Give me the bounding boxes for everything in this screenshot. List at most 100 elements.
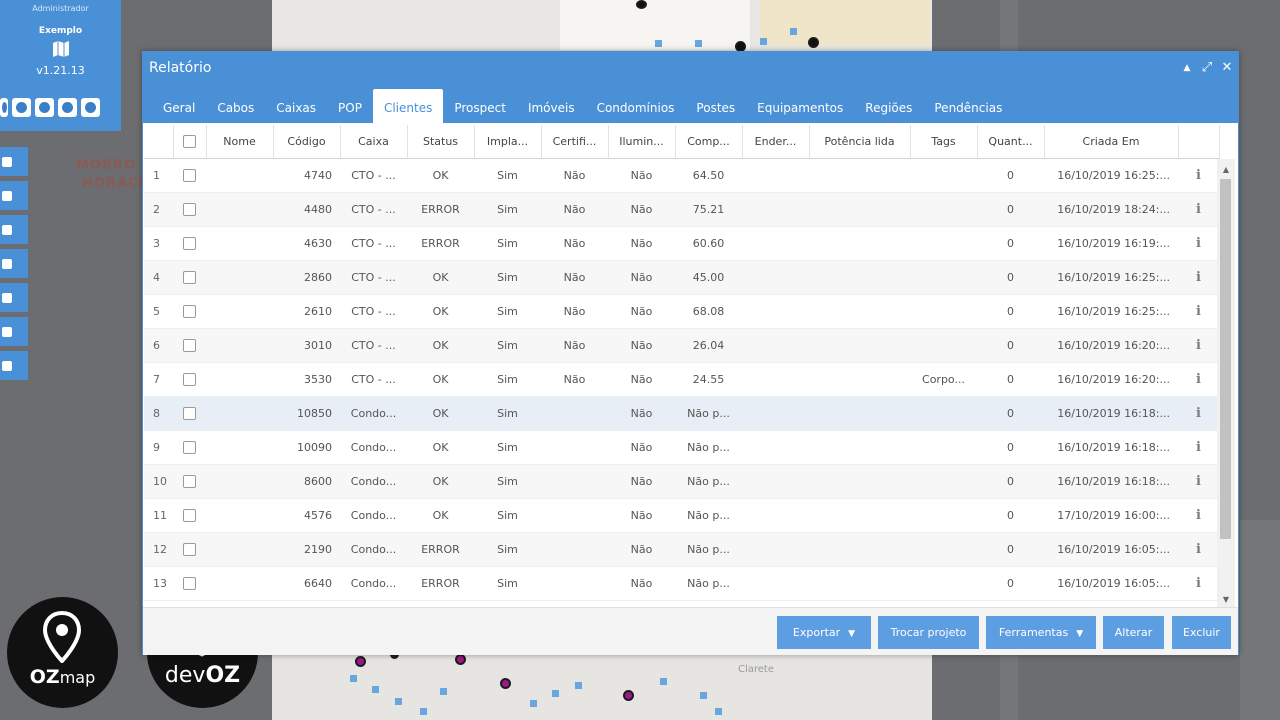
tab-pendências[interactable]: Pendências xyxy=(934,101,1003,115)
table-row[interactable]: 7 3530 CTO - ... OK Sim Não Não 24.55 Corpo... 0 1… xyxy=(144,362,1219,397)
table-row[interactable]: 4 2860 CTO - ... OK Sim Não Não 45.00 0 16/10/201… xyxy=(144,260,1219,295)
table-row[interactable]: 8 10850 Condo... OK Sim Não Não p... 0 16/10/201… xyxy=(144,396,1219,431)
scroll-down-icon[interactable]: ▼ xyxy=(1222,595,1230,604)
tab-pop[interactable]: POP xyxy=(338,101,362,115)
table-scrollbar[interactable]: ▲ ▼ xyxy=(1217,159,1235,607)
info-icon[interactable]: i xyxy=(1196,201,1201,217)
tab-postes[interactable]: Postes xyxy=(696,101,736,115)
column-header[interactable]: Ilumin... xyxy=(608,125,676,159)
tab-condomínios[interactable]: Condomínios xyxy=(596,101,675,115)
scroll-thumb[interactable] xyxy=(1220,179,1231,539)
info-icon[interactable]: i xyxy=(1196,337,1201,353)
column-header[interactable]: Quant... xyxy=(977,125,1045,159)
table-row[interactable]: 3 4630 CTO - ... ERROR Sim Não Não 60.60 0 16/10/… xyxy=(144,226,1219,261)
table-row[interactable]: 13 6640 Condo... ERROR Sim Não Não p... 0 16/10/… xyxy=(144,566,1219,601)
column-header[interactable]: Comp... xyxy=(675,125,743,159)
column-header[interactable]: Certifi... xyxy=(541,125,609,159)
map-marker[interactable] xyxy=(808,37,819,48)
map-marker[interactable] xyxy=(455,654,466,665)
map-marker[interactable] xyxy=(623,690,634,701)
row-checkbox[interactable] xyxy=(183,440,196,454)
row-checkbox[interactable] xyxy=(183,542,196,556)
info-icon[interactable]: i xyxy=(1196,439,1201,455)
refresh-icon[interactable] xyxy=(0,98,8,117)
column-header[interactable]: Criada Em xyxy=(1044,125,1179,159)
project-name[interactable]: Exemplo xyxy=(38,26,83,36)
info-icon[interactable]: i xyxy=(1196,405,1201,421)
column-header[interactable]: Status xyxy=(407,125,475,159)
select-all-checkbox[interactable] xyxy=(183,135,196,148)
row-checkbox[interactable] xyxy=(183,338,196,352)
map-icon[interactable] xyxy=(52,40,70,58)
info-icon[interactable]: i xyxy=(1196,167,1201,183)
table-row[interactable]: 9 10090 Condo... OK Sim Não Não p... 0 16/10/201… xyxy=(144,430,1219,465)
table-row[interactable]: 11 4576 Condo... OK Sim Não Não p... 0 17/10/201… xyxy=(144,498,1219,533)
logout-icon[interactable] xyxy=(81,98,100,117)
table-row[interactable]: 1 4740 CTO - ... OK Sim Não Não 64.50 0 16/10/201… xyxy=(144,158,1219,193)
column-header[interactable] xyxy=(144,125,174,159)
tab-clientes[interactable]: Clientes xyxy=(372,89,444,123)
edit-button[interactable]: Alterar xyxy=(1103,616,1164,649)
menu-icon[interactable] xyxy=(0,181,28,210)
tools-button[interactable]: Ferramentas ▼ xyxy=(986,616,1096,649)
truck-icon[interactable] xyxy=(0,317,28,346)
info-icon[interactable]: i xyxy=(1196,473,1201,489)
row-checkbox[interactable] xyxy=(183,202,196,216)
table-row[interactable]: 2 4480 CTO - ... ERROR Sim Não Não 75.21 0 16/10/… xyxy=(144,192,1219,227)
row-checkbox[interactable] xyxy=(183,304,196,318)
row-checkbox[interactable] xyxy=(183,270,196,284)
column-header[interactable]: Impla... xyxy=(474,125,542,159)
table-row[interactable]: 12 2190 Condo... ERROR Sim Não Não p... 0 16/10/… xyxy=(144,532,1219,567)
table-row[interactable]: 5 2610 CTO - ... OK Sim Não Não 68.08 0 16/10/201… xyxy=(144,294,1219,329)
row-checkbox[interactable] xyxy=(183,168,196,182)
help-icon[interactable] xyxy=(35,98,54,117)
tab-caixas[interactable]: Caixas xyxy=(276,101,317,115)
info-icon[interactable]: i xyxy=(1196,371,1201,387)
minimize-icon[interactable]: ▲ xyxy=(1183,63,1191,73)
tab-imóveis[interactable]: Imóveis xyxy=(527,101,575,115)
column-header[interactable]: Potência lida xyxy=(809,125,911,159)
export-button[interactable]: Exportar ▼ xyxy=(777,616,871,649)
row-checkbox[interactable] xyxy=(183,508,196,522)
switch-project-button[interactable]: Trocar projeto xyxy=(878,616,979,649)
tab-prospect[interactable]: Prospect xyxy=(454,101,506,115)
column-header[interactable]: Tags xyxy=(910,125,978,159)
row-checkbox[interactable] xyxy=(183,372,196,386)
tab-regiões[interactable]: Regiões xyxy=(865,101,913,115)
delete-button[interactable]: Excluir xyxy=(1172,616,1231,649)
layers-icon[interactable] xyxy=(0,215,28,244)
map-marker[interactable] xyxy=(636,0,647,9)
table-row[interactable]: 10 8600 Condo... OK Sim Não Não p... 0 16/10/201… xyxy=(144,464,1219,499)
table-row[interactable]: 6 3010 CTO - ... OK Sim Não Não 26.04 0 16/10/201… xyxy=(144,328,1219,363)
info-icon[interactable]: i xyxy=(1196,541,1201,557)
column-header[interactable]: Código xyxy=(273,125,341,159)
select-all-checkbox-cell[interactable] xyxy=(173,125,207,159)
row-checkbox[interactable] xyxy=(183,576,196,590)
expand-icon[interactable]: ⤢ xyxy=(1201,60,1213,75)
tab-geral[interactable]: Geral xyxy=(163,101,196,115)
info-icon[interactable]: i xyxy=(1196,269,1201,285)
info-icon[interactable]: i xyxy=(1196,235,1201,251)
tab-equipamentos[interactable]: Equipamentos xyxy=(757,101,844,115)
info-icon[interactable]: i xyxy=(1196,575,1201,591)
cloud-icon[interactable] xyxy=(0,249,28,278)
close-icon[interactable]: ✕ xyxy=(1221,60,1233,75)
chat-icon[interactable] xyxy=(58,98,77,117)
settings-icon[interactable] xyxy=(12,98,31,117)
wifi-icon[interactable] xyxy=(0,351,28,380)
column-header[interactable]: Nome xyxy=(206,125,274,159)
map-marker[interactable] xyxy=(355,656,366,667)
pin-icon[interactable] xyxy=(0,283,28,312)
row-checkbox[interactable] xyxy=(183,474,196,488)
column-header[interactable]: Ender... xyxy=(742,125,810,159)
column-header[interactable] xyxy=(1178,125,1220,159)
plus-icon[interactable] xyxy=(0,147,28,176)
column-header[interactable]: Caixa xyxy=(340,125,408,159)
tab-cabos[interactable]: Cabos xyxy=(217,101,255,115)
info-icon[interactable]: i xyxy=(1196,507,1201,523)
row-checkbox[interactable] xyxy=(183,406,196,420)
row-checkbox[interactable] xyxy=(183,236,196,250)
info-icon[interactable]: i xyxy=(1196,303,1201,319)
scroll-up-icon[interactable]: ▲ xyxy=(1222,165,1230,174)
dialog-titlebar[interactable]: Relatório ▲ ⤢ ✕ xyxy=(143,52,1238,89)
